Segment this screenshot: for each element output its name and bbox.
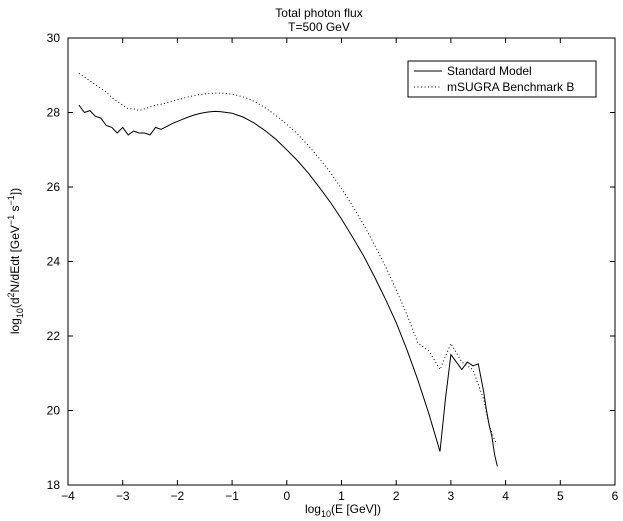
x-tick-label: 4 [502, 489, 509, 503]
x-tick-label: −3 [116, 489, 130, 503]
x-tick-label: −4 [61, 489, 75, 503]
x-tick-label: 2 [393, 489, 400, 503]
y-axis-label-sup2: 2 [6, 292, 16, 297]
x-tick-label: 6 [612, 489, 619, 503]
y-tick-label: 18 [47, 478, 61, 492]
y-axis-label-base: log [8, 318, 22, 334]
x-tick-label: −1 [225, 489, 239, 503]
series-line-msugra-benchmark-b [78, 72, 498, 445]
x-tick-label: 3 [448, 489, 455, 503]
x-tick-label: 5 [557, 489, 564, 503]
y-tick-label: 22 [47, 329, 61, 343]
legend-label-standard-model: Standard Model [447, 64, 532, 78]
y-tick-label: 26 [47, 180, 61, 194]
y-axis-ticks: 18 20 22 24 26 28 30 [47, 31, 615, 492]
x-tick-label: 0 [283, 489, 290, 503]
legend-label-msugra: mSUGRA Benchmark B [447, 80, 574, 94]
chart-title-line-1: Total photon flux [275, 6, 362, 20]
x-axis-ticks: −4 −3 −2 −1 0 1 2 3 4 5 6 [61, 38, 619, 503]
x-tick-label: −2 [171, 489, 185, 503]
y-axis-label-sub: 10 [15, 308, 25, 318]
y-tick-label: 30 [47, 31, 61, 45]
y-axis-label-rest1: (d [8, 297, 22, 308]
x-axis-label: log10(E [GeV]) [305, 502, 381, 519]
chart-title-line-2: T=500 GeV [288, 20, 350, 34]
plot-frame [67, 37, 616, 486]
y-axis-label-rest2: N/dEdt [GeV [8, 225, 22, 292]
x-tick-label: 1 [338, 489, 345, 503]
legend: Standard Model mSUGRA Benchmark B [407, 60, 597, 98]
y-axis-label-rest4: ]) [8, 188, 22, 195]
y-axis-label-supB: −1 [6, 195, 16, 205]
y-tick-label: 20 [47, 404, 61, 418]
y-tick-label: 24 [47, 255, 61, 269]
series-layer [78, 72, 498, 467]
legend-box [407, 60, 597, 98]
y-axis-label-supA: −1 [6, 215, 16, 225]
x-axis-label-sub: 10 [321, 509, 331, 519]
y-tick-label: 28 [47, 106, 61, 120]
y-axis-label-rest3: s [8, 205, 22, 214]
x-axis-label-rest: (E [GeV]) [331, 502, 381, 516]
y-axis-label: log10(d2N/dEdt [GeV−1 s−1]) [6, 188, 25, 334]
x-axis-label-base: log [305, 502, 321, 516]
series-line-standard-model [78, 104, 498, 467]
